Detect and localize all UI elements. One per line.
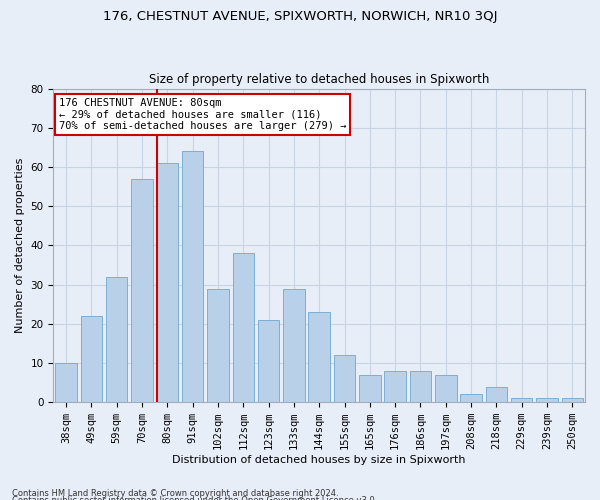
X-axis label: Distribution of detached houses by size in Spixworth: Distribution of detached houses by size …: [172, 455, 466, 465]
Bar: [80, 316, 102, 402]
Bar: [410, 371, 431, 402]
Text: 176 CHESTNUT AVENUE: 80sqm
← 29% of detached houses are smaller (116)
70% of sem: 176 CHESTNUT AVENUE: 80sqm ← 29% of deta…: [59, 98, 346, 131]
Bar: [157, 163, 178, 402]
Bar: [435, 375, 457, 402]
Bar: [182, 152, 203, 402]
Bar: [385, 371, 406, 402]
Bar: [233, 253, 254, 402]
Text: Contains HM Land Registry data © Crown copyright and database right 2024.: Contains HM Land Registry data © Crown c…: [12, 488, 338, 498]
Bar: [283, 288, 305, 402]
Bar: [511, 398, 532, 402]
Bar: [334, 355, 355, 402]
Bar: [207, 288, 229, 402]
Title: Size of property relative to detached houses in Spixworth: Size of property relative to detached ho…: [149, 73, 490, 86]
Bar: [258, 320, 280, 402]
Bar: [359, 375, 380, 402]
Bar: [536, 398, 558, 402]
Bar: [485, 386, 507, 402]
Bar: [308, 312, 330, 402]
Bar: [562, 398, 583, 402]
Text: 176, CHESTNUT AVENUE, SPIXWORTH, NORWICH, NR10 3QJ: 176, CHESTNUT AVENUE, SPIXWORTH, NORWICH…: [103, 10, 497, 23]
Text: Contains public sector information licensed under the Open Government Licence v3: Contains public sector information licen…: [12, 496, 377, 500]
Bar: [55, 363, 77, 402]
Bar: [460, 394, 482, 402]
Bar: [131, 178, 153, 402]
Bar: [106, 277, 127, 402]
Y-axis label: Number of detached properties: Number of detached properties: [15, 158, 25, 333]
